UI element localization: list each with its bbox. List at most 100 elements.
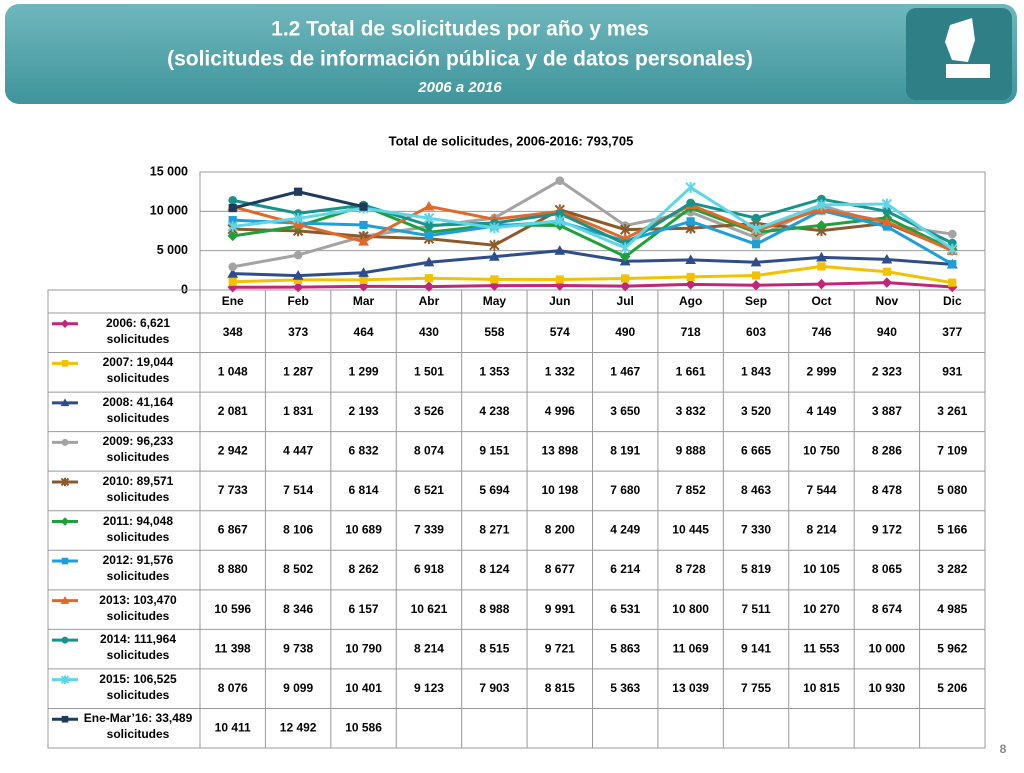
legend-marker (60, 596, 70, 604)
marker (947, 243, 958, 255)
table-cell: 3 887 (872, 404, 902, 418)
table-cell: 7 109 (937, 444, 967, 458)
table-cell: 4 238 (479, 404, 509, 418)
table-cell: 10 198 (541, 483, 578, 497)
series-line (232, 197, 953, 246)
table-cell: 10 586 (345, 720, 382, 734)
table-cell: 10 445 (672, 523, 709, 537)
marker (489, 251, 500, 261)
marker (816, 251, 827, 262)
table-cell: 8 262 (349, 562, 379, 576)
table-cell: 8 815 (545, 681, 575, 695)
legend-label: 2014: 111,964 solicitudes (99, 632, 177, 663)
x-tick-label: Feb (287, 294, 308, 308)
legend-box: 2006: 6,621 solicitudes (105, 315, 171, 346)
legend-box: Ene-Mar’16: 33,489 solicitudes (84, 711, 193, 741)
marker (227, 230, 238, 242)
marker (686, 272, 695, 282)
legend-label: 2006: 6,621 solicitudes (105, 315, 171, 346)
table-cell: 2 081 (218, 404, 248, 418)
legend-label: 2015: 106,525 solicitudes (99, 671, 177, 702)
table-cell: 574 (550, 325, 570, 339)
table-cell: 377 (942, 325, 962, 339)
table-cell: 13 898 (541, 444, 578, 458)
marker (685, 182, 696, 193)
table-cell: 5 819 (741, 562, 771, 576)
table-cell: 9 141 (741, 641, 771, 655)
x-tick-label: Jun (549, 294, 570, 308)
table-cell: 603 (746, 325, 766, 339)
table-cell: 5 206 (937, 681, 967, 695)
table-cell: 3 282 (937, 562, 967, 576)
x-tick-label: Nov (876, 294, 899, 308)
table-cell: 7 339 (414, 523, 444, 537)
table-cell: 1 332 (545, 364, 575, 378)
legend-label: 2007: 19,044 solicitudes (102, 355, 174, 386)
table-cell: 11 553 (803, 641, 839, 655)
marker (686, 217, 695, 226)
legend-box: 2009: 96,233 solicitudes (103, 434, 174, 464)
marker (228, 277, 237, 286)
table-cell: 8 674 (872, 602, 902, 616)
marker (620, 280, 631, 292)
marker (685, 254, 696, 264)
marker (228, 204, 237, 213)
table-cell: 7 511 (741, 602, 771, 616)
y-tick-label: 5 000 (157, 243, 188, 257)
marker (554, 215, 565, 227)
table-cell: 7 733 (218, 483, 248, 497)
table-cell: 718 (681, 325, 701, 339)
marker (227, 221, 238, 232)
marker (359, 202, 368, 211)
table-cell: 7 544 (806, 483, 836, 497)
marker (228, 262, 238, 272)
table-cell: 1 661 (676, 364, 706, 378)
table-cell: 8 200 (545, 523, 575, 537)
table-cell: 9 172 (872, 523, 902, 537)
marker (358, 236, 369, 246)
y-tick-label: 15 000 (150, 164, 188, 178)
legend-label: 2011: 94,048 solicitudes (102, 513, 174, 544)
legend-box: 2010: 89,571 solicitudes (103, 474, 174, 504)
x-tick-label: May (483, 294, 507, 308)
table-cell: 4 996 (545, 404, 575, 418)
series-line (232, 281, 953, 289)
table-cell: 2 999 (806, 364, 836, 378)
marker (948, 278, 957, 287)
table-cell: 8 677 (545, 562, 575, 576)
series-line (232, 208, 953, 252)
table-cell: 10 689 (345, 523, 382, 537)
series-line (232, 208, 954, 266)
logo-mark (946, 64, 990, 78)
table-cell: 5 166 (937, 523, 967, 537)
table-cell: 9 738 (283, 641, 313, 655)
header-band (5, 4, 1017, 104)
table-cell: 5 080 (937, 483, 967, 497)
marker (489, 239, 500, 251)
table-cell: 8 074 (414, 444, 444, 458)
table-cell: 2 942 (218, 444, 248, 458)
marker (358, 281, 369, 292)
marker (293, 250, 303, 260)
table-cell: 940 (877, 325, 897, 339)
table-cell: 5 363 (610, 681, 640, 695)
legend-marker (60, 517, 70, 526)
marker (817, 262, 826, 271)
marker (881, 277, 893, 288)
series-line (232, 249, 953, 278)
subtitle: 2006 a 2016 (417, 79, 502, 96)
table-cell: 9 991 (545, 602, 575, 616)
marker (292, 281, 304, 293)
legend-box: 2011: 94,048 solicitudes (102, 513, 174, 544)
table-cell: 9 151 (479, 444, 509, 458)
table-cell: 1 467 (610, 364, 640, 378)
table-cell: 3 832 (676, 404, 706, 418)
table-cell: 11 398 (215, 641, 251, 655)
table-cell: 6 521 (414, 483, 444, 497)
table-cell: 8 346 (283, 602, 313, 616)
marker (489, 280, 500, 291)
marker (423, 200, 435, 211)
table-cell: 10 815 (803, 681, 840, 695)
table-cell: 8 286 (872, 444, 902, 458)
